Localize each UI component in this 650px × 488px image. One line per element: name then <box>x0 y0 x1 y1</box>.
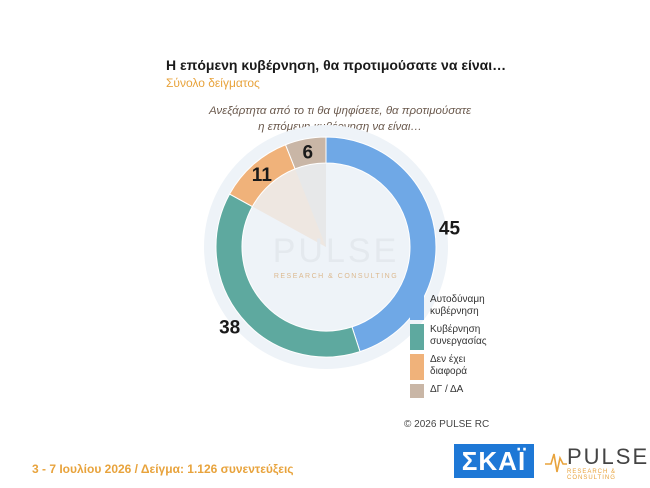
legend-label: ΔΓ / ΔΑ <box>430 384 464 395</box>
legend-label: Δεν έχει διαφορά <box>430 354 468 377</box>
copyright: © 2026 PULSE RC <box>404 419 490 430</box>
donut-wedge-glow <box>295 163 326 247</box>
slice-value-label: 38 <box>219 318 240 339</box>
chart-subtitle: Σύνολο δείγματος <box>166 76 260 90</box>
donut-wedge-glow <box>252 168 326 247</box>
legend-label: Κυβέρνηση συνεργασίας <box>430 324 487 347</box>
legend-swatch <box>410 354 424 380</box>
footer-fieldwork-info: 3 - 7 Ιουλίου 2026 / Δείγμα: 1.126 συνεν… <box>32 462 294 476</box>
slice-value-label: 6 <box>303 143 314 164</box>
donut-slice <box>284 136 327 170</box>
pulse-wave-icon <box>545 453 567 473</box>
watermark-sub: RESEARCH & CONSULTING <box>274 273 398 280</box>
question-line-1: Ανεξάρτητα από το τι θα ψηφίσετε, θα προ… <box>208 105 472 117</box>
legend-item: ΔΓ / ΔΑ <box>410 384 496 398</box>
legend-item: Αυτοδύναμη κυβέρνηση <box>410 294 496 320</box>
slice-value-label: 45 <box>439 218 461 239</box>
legend-item: Κυβέρνηση συνεργασίας <box>410 324 496 350</box>
legend-swatch <box>410 384 424 398</box>
chart-title: Η επόμενη κυβέρνηση, θα προτιμούσατε να … <box>166 57 507 73</box>
skai-logo: ΣΚΑΪ <box>454 444 534 478</box>
legend-swatch <box>410 294 424 320</box>
watermark: PULSE <box>273 232 400 270</box>
legend-swatch <box>410 324 424 350</box>
slice-value-label: 11 <box>252 165 273 186</box>
legend-item: Δεν έχει διαφορά <box>410 354 496 380</box>
pulse-logo: PULSE RESEARCH & CONSULTING <box>545 444 647 481</box>
legend-label: Αυτοδύναμη κυβέρνηση <box>430 294 485 317</box>
pulse-logo-sub: RESEARCH & CONSULTING <box>567 469 617 481</box>
chart-legend: Αυτοδύναμη κυβέρνηση Κυβέρνηση συνεργασία… <box>410 294 496 402</box>
pulse-logo-text: PULSE <box>567 444 650 469</box>
